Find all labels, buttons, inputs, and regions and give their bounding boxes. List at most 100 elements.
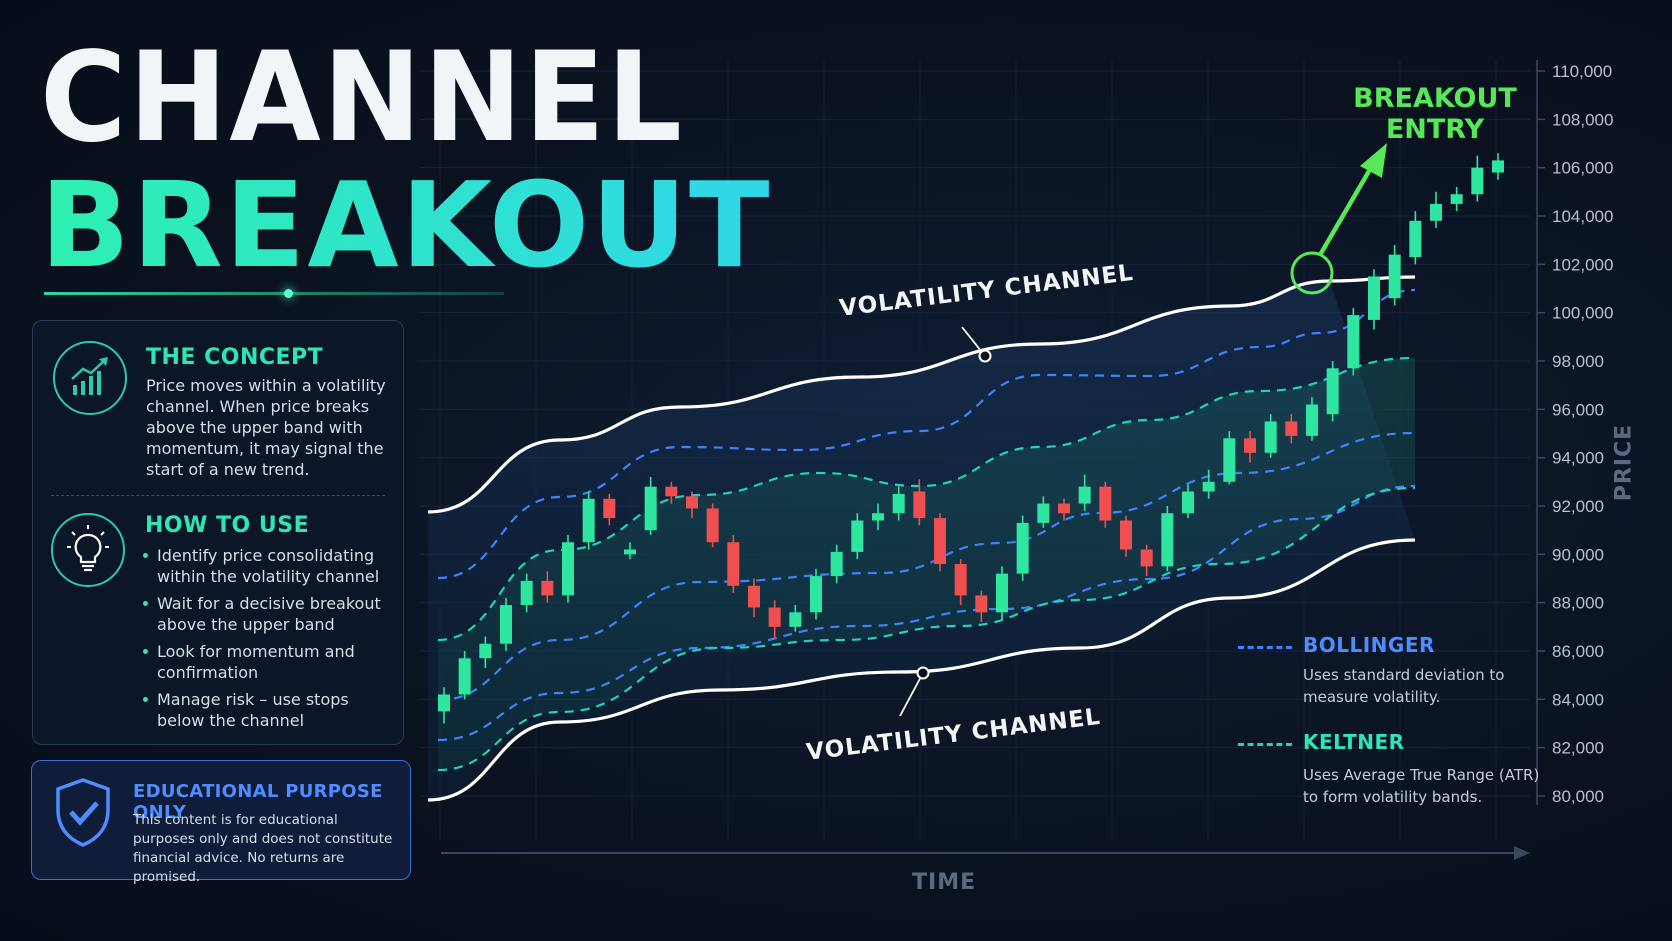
- candle-body: [768, 607, 781, 627]
- candle: [1492, 153, 1504, 180]
- bollinger-legend-body: Uses standard deviation to measure volat…: [1303, 666, 1505, 706]
- candle: [1120, 515, 1132, 557]
- candle: [624, 542, 636, 560]
- page-title: CHANNEL BREAKOUT: [40, 24, 772, 294]
- how-to-use-item: Identify price consolidating within the …: [141, 545, 391, 587]
- y-tick-label: 80,000: [1552, 787, 1604, 806]
- candle-body: [479, 643, 492, 659]
- lightbulb-icon: [51, 513, 125, 587]
- y-tick-label: 92,000: [1552, 497, 1604, 516]
- candle-body: [1140, 549, 1153, 567]
- concept-body: Price moves within a volatility channel.…: [146, 376, 386, 479]
- candle: [1161, 506, 1174, 572]
- candle-body: [934, 518, 946, 564]
- lower-channel-callout: [899, 666, 930, 717]
- candle-body: [892, 493, 905, 514]
- candle: [851, 513, 864, 560]
- candle: [479, 636, 492, 668]
- concept-title: THE CONCEPT: [146, 345, 324, 370]
- candle-body: [438, 694, 450, 712]
- lower-volatility-channel: [427, 538, 1416, 802]
- candle-body: [562, 542, 574, 596]
- candle-body: [686, 496, 698, 509]
- candle: [438, 687, 450, 724]
- candle: [1326, 361, 1339, 422]
- how-to-use-list: Identify price consolidating within the …: [141, 545, 391, 737]
- candle-body: [1223, 438, 1236, 482]
- candle: [1058, 498, 1070, 521]
- title-line-1: CHANNEL: [40, 24, 684, 170]
- y-tick-label: 88,000: [1552, 594, 1604, 613]
- candle: [1099, 481, 1112, 528]
- candle: [458, 651, 471, 700]
- candle-body: [1388, 254, 1401, 299]
- candle-body: [851, 520, 864, 552]
- candle: [768, 600, 781, 639]
- y-tick-label: 100,000: [1552, 304, 1613, 323]
- candle-body: [1058, 503, 1070, 514]
- candle: [892, 486, 905, 521]
- y-tick-label: 102,000: [1552, 255, 1613, 274]
- candle-body: [1244, 438, 1256, 453]
- candle: [1264, 414, 1277, 458]
- breakout-marker: [1290, 143, 1387, 295]
- candle: [1182, 484, 1194, 519]
- candle-body: [458, 658, 471, 695]
- candle: [1223, 431, 1236, 485]
- keltner-fill: [438, 358, 1415, 770]
- candle: [1347, 307, 1360, 376]
- title-line-2: BREAKOUT: [40, 156, 772, 294]
- candle-body: [913, 491, 926, 519]
- candle-body: [1471, 167, 1484, 195]
- candle-body: [975, 595, 988, 613]
- y-tick-label: 84,000: [1552, 690, 1604, 709]
- keltner-legend-body: Uses Average True Range (ATR) to form vo…: [1303, 766, 1540, 806]
- candle: [1244, 431, 1256, 463]
- candle-body: [1347, 315, 1360, 369]
- bollinger-legend-swatch: [1238, 646, 1292, 649]
- candle: [954, 559, 967, 606]
- candle-body: [1037, 503, 1050, 523]
- upper-volatility-channel: [427, 275, 1416, 514]
- candle: [1078, 474, 1091, 511]
- candle-body: [500, 605, 512, 644]
- candle: [1450, 187, 1463, 212]
- candlesticks: [438, 153, 1504, 724]
- candle: [1368, 269, 1380, 330]
- candle-body: [582, 498, 595, 543]
- candle-body: [954, 564, 967, 596]
- candle-body: [1430, 203, 1442, 221]
- candle: [975, 590, 988, 622]
- candle: [1409, 211, 1422, 265]
- candle: [996, 566, 1008, 620]
- candle: [520, 573, 533, 613]
- keltner-legend-title: KELTNER: [1303, 730, 1405, 754]
- candle: [810, 568, 822, 620]
- y-tick-label: 110,000: [1552, 62, 1612, 81]
- candle-body: [1202, 481, 1215, 492]
- candle-body: [1161, 513, 1174, 567]
- candle: [934, 513, 946, 572]
- candle: [582, 491, 595, 550]
- chart-growth-icon: [53, 341, 127, 415]
- candle: [727, 535, 740, 593]
- y-axis-label: PRICE: [1611, 423, 1637, 502]
- candle: [748, 578, 760, 618]
- candle: [644, 477, 657, 535]
- how-to-use-item: Manage risk – use stops below the channe…: [141, 689, 391, 731]
- price-axis: 110,000 108,000 106,000 104,000 102,000 100,0…: [1536, 60, 1613, 806]
- section-divider: [51, 495, 385, 496]
- candle-body: [996, 573, 1008, 613]
- candle: [830, 544, 843, 584]
- y-tick-label: 90,000: [1552, 545, 1604, 564]
- candle: [1306, 397, 1318, 441]
- time-axis: [441, 846, 1530, 860]
- candle-body: [1450, 194, 1463, 204]
- educational-body: This content is for educational purposes…: [133, 812, 393, 885]
- candle-body: [1492, 160, 1504, 173]
- candle-body: [1306, 404, 1318, 436]
- info-panel: THE CONCEPT Price moves within a volatil…: [32, 320, 404, 745]
- candle: [603, 493, 616, 526]
- candle-body: [1264, 421, 1277, 453]
